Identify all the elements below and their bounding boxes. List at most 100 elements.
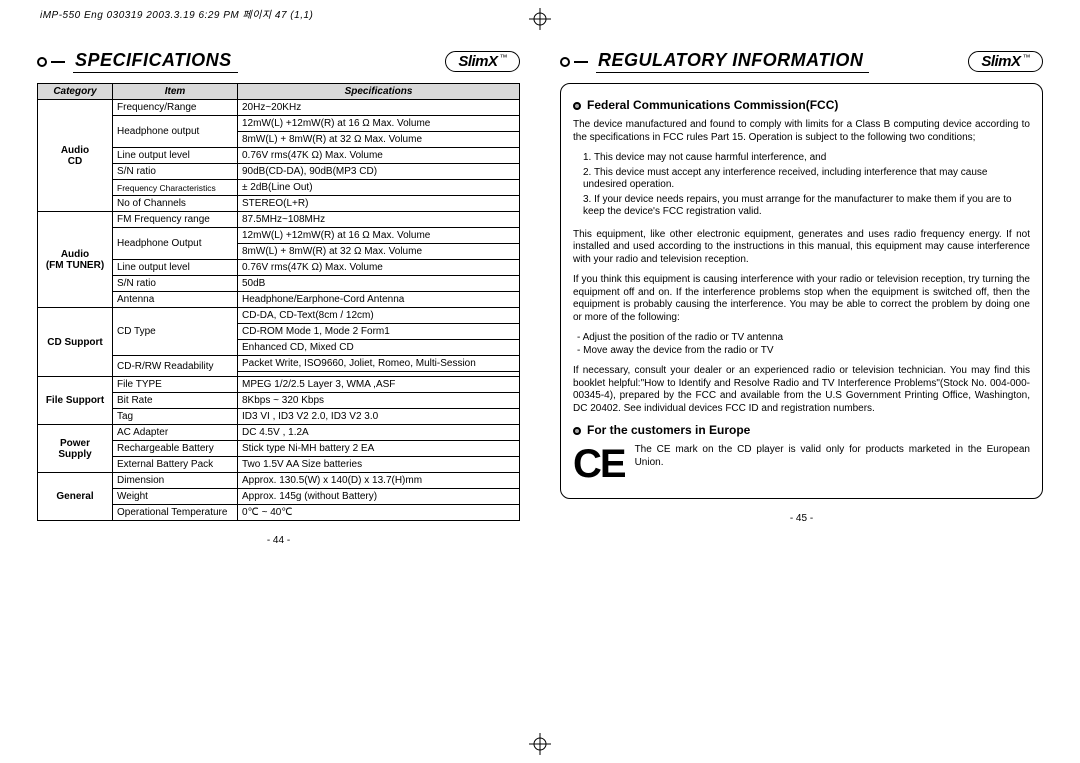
col-category: Category: [38, 84, 113, 100]
bullet-icon: [560, 57, 570, 67]
item-cell: Line output level: [113, 260, 238, 276]
ce-mark-icon: CE: [573, 444, 625, 484]
crop-mark-bottom: [529, 733, 551, 755]
item-cell: Headphone Output: [113, 228, 238, 260]
fcc-p4: If necessary, consult your dealer or an …: [573, 365, 1030, 415]
table-row: Power SupplyAC AdapterDC 4.5V , 1.2A: [38, 425, 520, 441]
spec-cell: 12mW(L) +12mW(R) at 16 Ω Max. Volume: [238, 228, 520, 244]
category-cell: General: [38, 473, 113, 521]
item-cell: Frequency Characteristics: [113, 180, 238, 196]
spec-cell: ± 2dB(Line Out): [238, 180, 520, 196]
table-row: GeneralDimensionApprox. 130.5(W) x 140(D…: [38, 473, 520, 489]
right-title-row: REGULATORY INFORMATION SlimX ™: [560, 50, 1043, 73]
spec-cell: DC 4.5V , 1.2A: [238, 425, 520, 441]
right-title: REGULATORY INFORMATION: [596, 50, 869, 73]
bullet-line-icon: [574, 61, 588, 63]
item-cell: Bit Rate: [113, 393, 238, 409]
fcc-p2: This equipment, like other electronic eq…: [573, 229, 1030, 267]
item-cell: Headphone output: [113, 116, 238, 148]
fcc-fixes: Adjust the position of the radio or TV a…: [573, 332, 1030, 357]
spec-cell: CD-DA, CD-Text(8cm / 12cm): [238, 308, 520, 324]
bullet-line-icon: [51, 61, 65, 63]
item-cell: External Battery Pack: [113, 457, 238, 473]
brand-tm: ™: [500, 53, 508, 62]
table-row: CD SupportCD TypeCD-DA, CD-Text(8cm / 12…: [38, 308, 520, 324]
spec-cell: 0.76V rms(47K Ω) Max. Volume: [238, 260, 520, 276]
bullet-icon: [37, 57, 47, 67]
spec-cell: Approx. 145g (without Battery): [238, 489, 520, 505]
item-cell: S/N ratio: [113, 164, 238, 180]
europe-header: For the customers in Europe: [573, 423, 1030, 438]
spec-cell: 12mW(L) +12mW(R) at 16 Ω Max. Volume: [238, 116, 520, 132]
page-left: SPECIFICATIONS SlimX ™ Category Item Spe…: [22, 35, 535, 733]
fcc-title: Federal Communications Commission(FCC): [587, 98, 838, 113]
page-number-left: - 44 -: [37, 535, 520, 546]
table-row: File SupportFile TYPEMPEG 1/2/2.5 Layer …: [38, 377, 520, 393]
item-cell: File TYPE: [113, 377, 238, 393]
spec-cell: ID3 VI , ID3 V2 2.0, ID3 V2 3.0: [238, 409, 520, 425]
item-cell: CD Type: [113, 308, 238, 356]
fcc-fix-2: Move away the device from the radio or T…: [577, 345, 1030, 358]
spec-table: Category Item Specifications AudioCDFreq…: [37, 83, 520, 521]
category-cell: File Support: [38, 377, 113, 425]
spec-cell: Two 1.5V AA Size batteries: [238, 457, 520, 473]
fcc-intro: The device manufactured and found to com…: [573, 119, 1030, 144]
item-cell: AC Adapter: [113, 425, 238, 441]
spec-cell: 8Kbps ~ 320 Kbps: [238, 393, 520, 409]
category-cell: CD Support: [38, 308, 113, 377]
fcc-cond-2: 2. This device must accept any interfere…: [583, 167, 1030, 192]
sub-bullet-icon: [573, 102, 581, 110]
regulatory-box: Federal Communications Commission(FCC) T…: [560, 83, 1043, 499]
ce-row: CE The CE mark on the CD player is valid…: [573, 444, 1030, 484]
fcc-header: Federal Communications Commission(FCC): [573, 98, 1030, 113]
item-cell: No of Channels: [113, 196, 238, 212]
brand-tm: ™: [1023, 53, 1031, 62]
category-cell: Power Supply: [38, 425, 113, 473]
spec-cell: 50dB: [238, 276, 520, 292]
table-row: Audio(FM TUNER)FM Frequency range87.5MHz…: [38, 212, 520, 228]
spec-cell: 0.76V rms(47K Ω) Max. Volume: [238, 148, 520, 164]
item-cell: FM Frequency range: [113, 212, 238, 228]
spec-cell: 87.5MHz~108MHz: [238, 212, 520, 228]
spec-cell: 8mW(L) + 8mW(R) at 32 Ω Max. Volume: [238, 132, 520, 148]
brand-logo-left: SlimX ™: [445, 51, 520, 72]
spec-cell: Stick type Ni-MH battery 2 EA: [238, 441, 520, 457]
spec-cell: 0℃ ~ 40℃: [238, 505, 520, 521]
item-cell: Operational Temperature: [113, 505, 238, 521]
item-cell: Weight: [113, 489, 238, 505]
spec-cell: 20Hz~20KHz: [238, 100, 520, 116]
item-cell: Dimension: [113, 473, 238, 489]
fcc-fix-1: Adjust the position of the radio or TV a…: [577, 332, 1030, 345]
left-title-row: SPECIFICATIONS SlimX ™: [37, 50, 520, 73]
sub-bullet-icon: [573, 427, 581, 435]
spec-cell: Enhanced CD, Mixed CD: [238, 340, 520, 356]
print-header: iMP-550 Eng 030319 2003.3.19 6:29 PM 페이지…: [40, 6, 313, 21]
spec-cell: Headphone/Earphone-Cord Antenna: [238, 292, 520, 308]
fcc-cond-1: 1. This device may not cause harmful int…: [583, 152, 1030, 165]
brand-name: SlimX: [981, 53, 1020, 70]
fcc-p3: If you think this equipment is causing i…: [573, 274, 1030, 324]
europe-text: The CE mark on the CD player is valid on…: [635, 444, 1030, 469]
item-cell: Tag: [113, 409, 238, 425]
brand-logo-right: SlimX ™: [968, 51, 1043, 72]
fcc-conditions: 1. This device may not cause harmful int…: [573, 152, 1030, 219]
spec-cell: Approx. 130.5(W) x 140(D) x 13.7(H)mm: [238, 473, 520, 489]
page-number-right: - 45 -: [560, 513, 1043, 524]
item-cell: Line output level: [113, 148, 238, 164]
page-right: REGULATORY INFORMATION SlimX ™ Federal C…: [545, 35, 1058, 733]
left-title: SPECIFICATIONS: [73, 50, 238, 73]
item-cell: CD-R/RW Readability: [113, 356, 238, 377]
brand-name: SlimX: [458, 53, 497, 70]
item-cell: S/N ratio: [113, 276, 238, 292]
col-item: Item: [113, 84, 238, 100]
col-spec: Specifications: [238, 84, 520, 100]
crop-mark-top: [529, 8, 551, 30]
category-cell: Audio(FM TUNER): [38, 212, 113, 308]
fcc-cond-3: 3. If your device needs repairs, you mus…: [583, 194, 1030, 219]
table-row: AudioCDFrequency/Range20Hz~20KHz: [38, 100, 520, 116]
europe-title: For the customers in Europe: [587, 423, 750, 438]
spec-cell: Packet Write, ISO9660, Joliet, Romeo, Mu…: [238, 356, 520, 372]
item-cell: Frequency/Range: [113, 100, 238, 116]
item-cell: Antenna: [113, 292, 238, 308]
spec-cell: MPEG 1/2/2.5 Layer 3, WMA ,ASF: [238, 377, 520, 393]
